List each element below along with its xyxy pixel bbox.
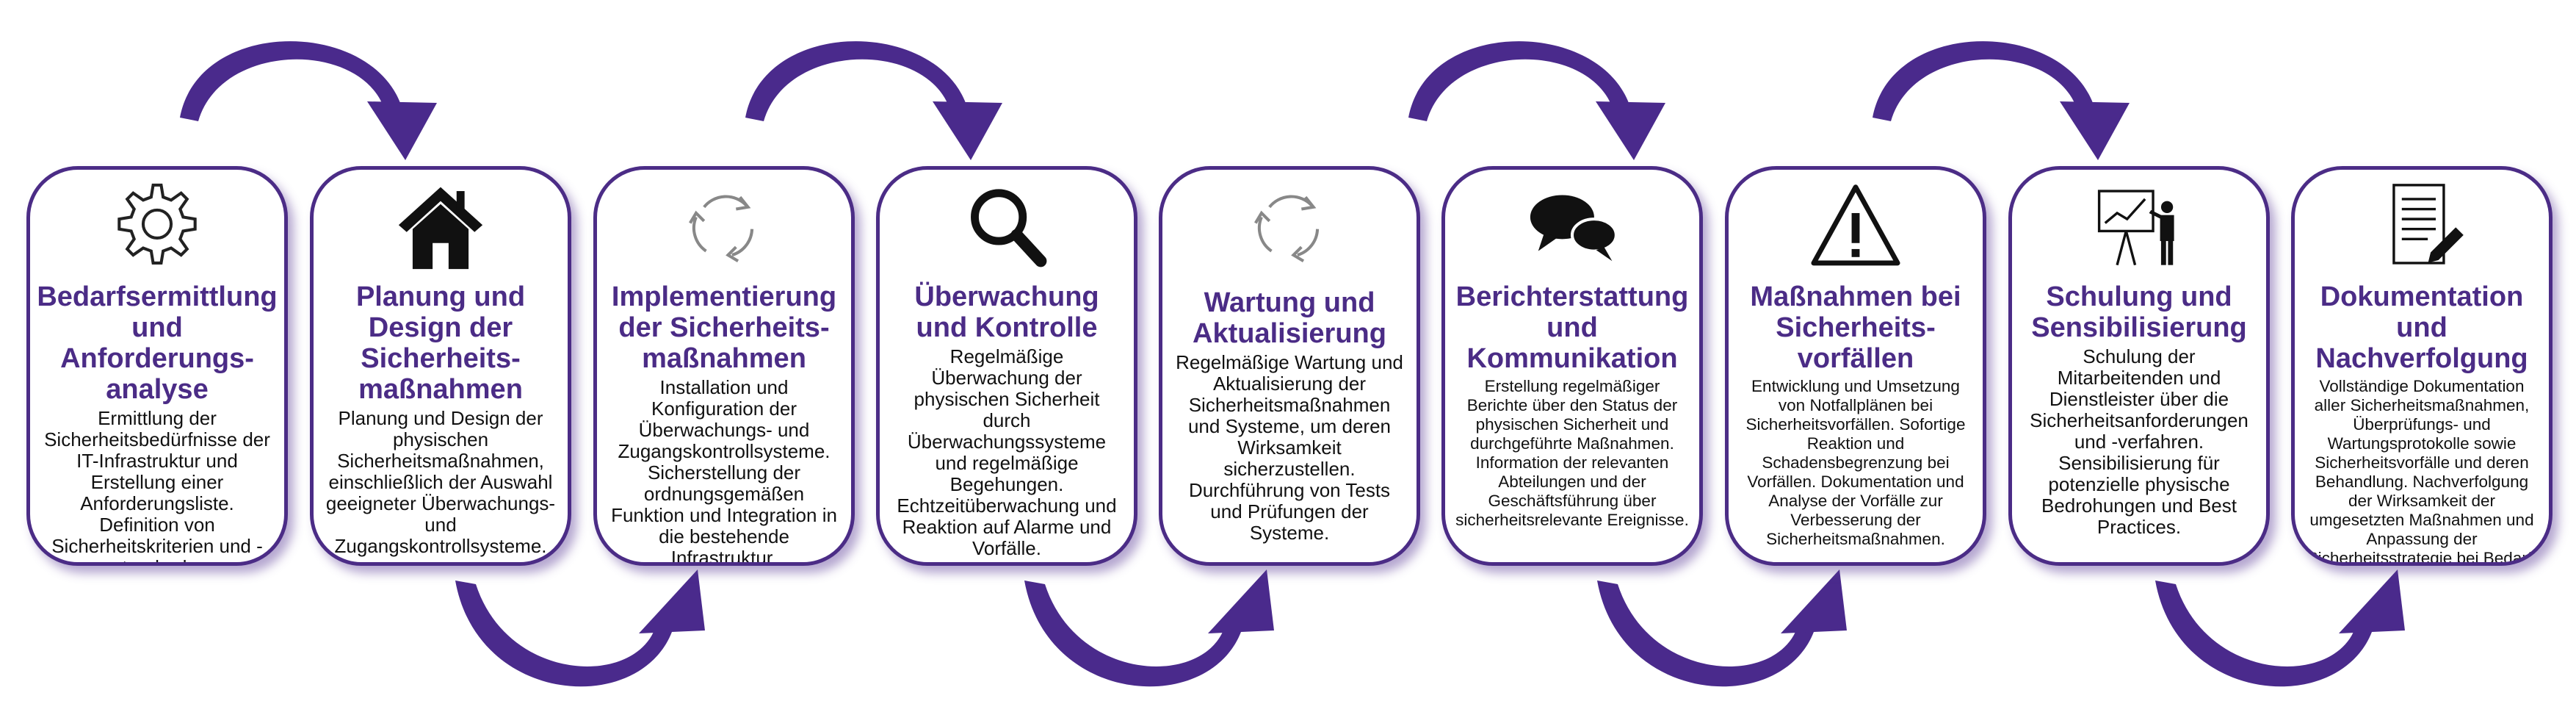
connector-arrow-8-9 <box>2155 569 2405 687</box>
process-step-6: Berichterstattung und Kommunikation Erst… <box>1441 166 1703 566</box>
connector-arrow-6-7 <box>1597 569 1847 687</box>
connector-arrow-4-5 <box>1024 569 1274 687</box>
step-description: Planung und Design der physischen Sicher… <box>325 407 556 557</box>
magnifier-icon <box>948 177 1066 277</box>
connector-arrow-7-8 <box>1873 41 2130 160</box>
step-description: Erstellung regelmäßiger Berichte über de… <box>1455 377 1689 529</box>
process-step-9: Dokumentation und Nachverfolgung Vollstä… <box>2291 166 2553 566</box>
step-title: Dokumentation und Nachverfolgung <box>2315 281 2528 374</box>
step-title: Bedarfsermittlung und Anforderungs- anal… <box>37 281 278 405</box>
gear-icon <box>98 177 216 277</box>
step-title: Berichterstattung und Kommunikation <box>1455 281 1689 374</box>
warning-icon <box>1797 177 1914 277</box>
presentation-icon <box>2080 177 2198 277</box>
step-description: Regelmäßige Wartung und Aktualisierung d… <box>1176 351 1403 544</box>
connector-arrow-1-2 <box>180 41 437 160</box>
house-icon <box>382 177 499 277</box>
step-title: Überwachung und Kontrolle <box>914 281 1099 343</box>
process-step-3: Implementierung der Sicherheits- maßnahm… <box>593 166 855 566</box>
speech-bubbles-icon <box>1513 177 1631 277</box>
process-step-8: Schulung und Sensibilisierung Schulung d… <box>2008 166 2270 566</box>
process-step-4: Überwachung und Kontrolle Regelmäßige Üb… <box>876 166 1137 566</box>
step-description: Installation und Konfiguration der Überw… <box>611 376 837 566</box>
recycle-icon <box>665 177 783 277</box>
step-description: Entwicklung und Umsetzung von Notfallplä… <box>1745 377 1966 548</box>
step-description: Schulung der Mitarbeitenden und Dienstle… <box>2030 345 2248 538</box>
step-title: Maßnahmen bei Sicherheits- vorfällen <box>1750 281 1961 374</box>
document-icon <box>2363 177 2481 277</box>
process-step-2: Planung und Design der Sicherheits- maßn… <box>310 166 571 566</box>
process-step-7: Maßnahmen bei Sicherheits- vorfällen Ent… <box>1725 166 1986 566</box>
connector-arrow-2-3 <box>455 569 705 687</box>
step-description: Vollständige Dokumentation aller Sicherh… <box>2307 377 2537 566</box>
process-step-1: Bedarfsermittlung und Anforderungs- anal… <box>26 166 288 566</box>
connector-arrow-5-6 <box>1408 41 1665 160</box>
step-description: Regelmäßige Überwachung der physischen S… <box>897 345 1117 559</box>
step-title: Schulung und Sensibilisierung <box>2031 281 2247 343</box>
step-title: Planung und Design der Sicherheits- maßn… <box>355 281 526 405</box>
connector-arrow-3-4 <box>745 41 1002 160</box>
process-step-5: Wartung und Aktualisierung Regelmäßige W… <box>1159 166 1420 566</box>
step-title: Wartung und Aktualisierung <box>1193 287 1386 349</box>
step-description: Ermittlung der Sicherheitsbedürfnisse de… <box>44 407 270 563</box>
recycle-icon <box>1231 177 1348 277</box>
step-title: Implementierung der Sicherheits- maßnahm… <box>611 281 837 374</box>
